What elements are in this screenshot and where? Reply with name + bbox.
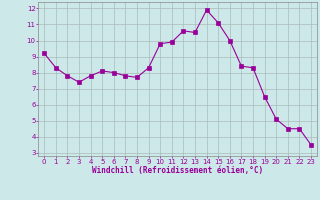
- X-axis label: Windchill (Refroidissement éolien,°C): Windchill (Refroidissement éolien,°C): [92, 166, 263, 175]
